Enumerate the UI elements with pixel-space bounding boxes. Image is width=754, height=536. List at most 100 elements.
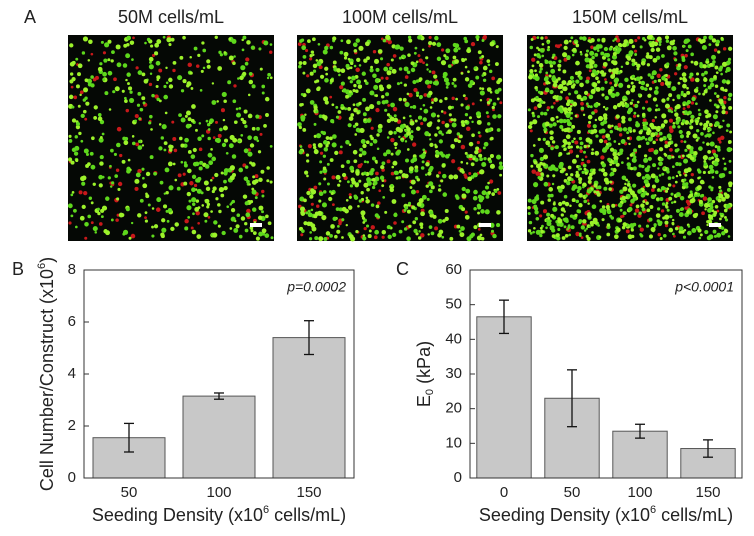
live-cell	[571, 80, 575, 83]
live-cell	[489, 41, 495, 47]
live-cell	[538, 63, 544, 68]
y-axis-label-sub: 0	[424, 389, 436, 395]
live-cell	[473, 225, 478, 230]
live-cell	[217, 224, 221, 228]
live-cell	[482, 65, 488, 71]
live-cell	[161, 218, 166, 223]
live-cell	[479, 90, 485, 96]
live-cell	[225, 151, 229, 155]
live-cell	[373, 180, 378, 186]
live-cell	[684, 148, 688, 152]
dead-cell	[651, 188, 655, 192]
dead-cell	[261, 189, 265, 194]
live-cell	[355, 38, 361, 43]
dead-cell	[464, 175, 468, 179]
live-cell	[332, 60, 337, 65]
live-cell	[170, 37, 175, 42]
dead-cell	[300, 233, 304, 237]
live-cell	[480, 236, 485, 241]
dead-cell	[720, 135, 725, 140]
live-cell	[728, 159, 732, 163]
live-cell	[695, 138, 699, 142]
live-cell	[527, 198, 532, 203]
live-cell	[533, 53, 537, 57]
live-cell	[409, 186, 413, 189]
live-cell	[719, 217, 722, 221]
live-cell	[121, 89, 125, 93]
live-cell	[467, 176, 473, 182]
live-cell	[422, 148, 426, 152]
live-cell	[487, 63, 491, 67]
live-cell	[247, 151, 253, 157]
live-cell	[703, 160, 707, 163]
live-cell	[246, 179, 250, 184]
live-cell	[612, 73, 616, 77]
live-cell	[355, 229, 359, 234]
live-cell	[248, 79, 254, 85]
live-cell	[302, 61, 307, 66]
live-cell	[323, 147, 329, 152]
dead-cell	[392, 54, 397, 58]
live-cell	[634, 53, 638, 56]
live-cell	[347, 57, 351, 61]
dead-cell	[542, 209, 548, 214]
live-cell	[437, 119, 441, 123]
live-cell	[71, 77, 76, 82]
dead-cell	[553, 101, 556, 105]
dead-cell	[130, 233, 136, 239]
live-cell	[450, 118, 454, 122]
live-cell	[610, 86, 615, 90]
live-cell	[531, 64, 535, 68]
live-cell	[165, 190, 169, 195]
y-axis-label-part: (kPa)	[414, 341, 434, 389]
live-cell	[148, 64, 154, 70]
live-cell	[414, 168, 419, 173]
live-cell	[355, 127, 361, 133]
live-cell	[366, 118, 372, 123]
live-cell	[728, 46, 733, 51]
dead-cell	[363, 227, 367, 231]
live-cell	[201, 204, 205, 207]
live-cell	[138, 117, 142, 121]
live-cell	[565, 102, 570, 107]
live-cell	[112, 90, 116, 94]
live-cell	[600, 128, 606, 134]
live-cell	[265, 214, 269, 219]
live-cell	[335, 115, 340, 119]
live-cell	[589, 105, 593, 109]
live-cell	[362, 143, 367, 149]
live-cell	[425, 63, 429, 67]
live-cell	[464, 151, 468, 155]
live-cell	[361, 71, 366, 76]
live-cell	[126, 72, 131, 77]
live-cell	[578, 232, 582, 236]
live-cell	[562, 86, 568, 92]
dead-cell	[464, 96, 468, 101]
live-cell	[727, 97, 732, 101]
live-cell	[605, 133, 611, 139]
live-cell	[266, 179, 270, 183]
live-cell	[456, 132, 461, 136]
live-cell	[537, 90, 541, 94]
y-axis-label: E0 (kPa)	[414, 341, 436, 407]
live-cell	[674, 58, 678, 62]
live-cell	[539, 233, 543, 238]
live-cell	[567, 145, 571, 150]
live-cell	[624, 101, 627, 105]
dead-cell	[134, 113, 139, 119]
live-cell	[126, 169, 131, 174]
live-cell	[430, 185, 435, 190]
live-cell	[319, 170, 323, 174]
live-cell	[704, 229, 709, 235]
live-cell	[487, 181, 490, 185]
live-cell	[168, 185, 174, 191]
dead-cell	[486, 115, 490, 118]
live-cell	[92, 182, 96, 186]
live-cell	[642, 200, 646, 204]
dead-cell	[171, 120, 175, 124]
live-cell	[104, 42, 110, 48]
live-cell	[211, 156, 217, 162]
live-cell	[568, 39, 572, 43]
live-cell	[443, 77, 449, 83]
live-cell	[163, 94, 169, 100]
